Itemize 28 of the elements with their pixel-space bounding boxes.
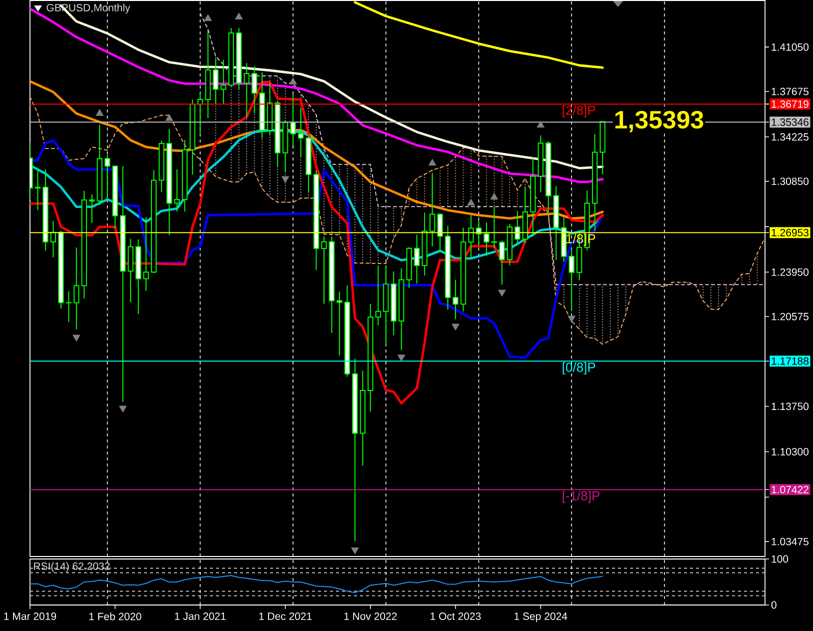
y-tick-label: 100 — [772, 555, 788, 563]
y-tick-label: 1.36719 — [772, 100, 808, 108]
y-tick-label: 1.13750 — [772, 402, 809, 410]
y-tick-label: 1.34225 — [772, 133, 809, 141]
x-tick-label: 1 Mar 2019 — [4, 612, 56, 620]
x-tick-label: 1 Jan 2021 — [175, 612, 226, 620]
y-tick-label: 1.37675 — [772, 88, 809, 96]
ref-line-label: [-1/8]P — [562, 490, 600, 503]
y-tick-label: 1.35346 — [772, 118, 808, 126]
ref-line-label: [0/8]P — [562, 362, 596, 374]
y-tick-label: 1.03475 — [772, 538, 809, 546]
x-tick-label: 1 Sep 2024 — [514, 612, 568, 622]
ref-line-label: [2/8]P — [562, 105, 596, 118]
y-tick-label: 1.30850 — [772, 178, 809, 186]
x-tick-label: 1 Dec 2021 — [259, 612, 312, 620]
y-tick-label: 1.20575 — [772, 312, 809, 320]
x-tick-label: 1 Oct 2023 — [430, 612, 481, 620]
chart-title: RSI(14) 62.2032 — [34, 562, 110, 572]
y-tick-label: 1.41050 — [772, 43, 809, 51]
y-tick-label: 1.23950 — [772, 268, 809, 276]
y-tick-label: 1.17188 — [772, 357, 809, 365]
x-tick-label: 1 Nov 2022 — [344, 612, 397, 620]
y-tick-label: 1.26953 — [772, 228, 808, 236]
y-tick-label: 1.10300 — [772, 448, 809, 456]
x-tick-label: 1 Feb 2020 — [89, 612, 142, 620]
y-tick-label: 1.07422 — [772, 486, 808, 494]
annotation: 1,35393 — [615, 110, 704, 132]
y-tick-label: 0 — [771, 601, 776, 609]
